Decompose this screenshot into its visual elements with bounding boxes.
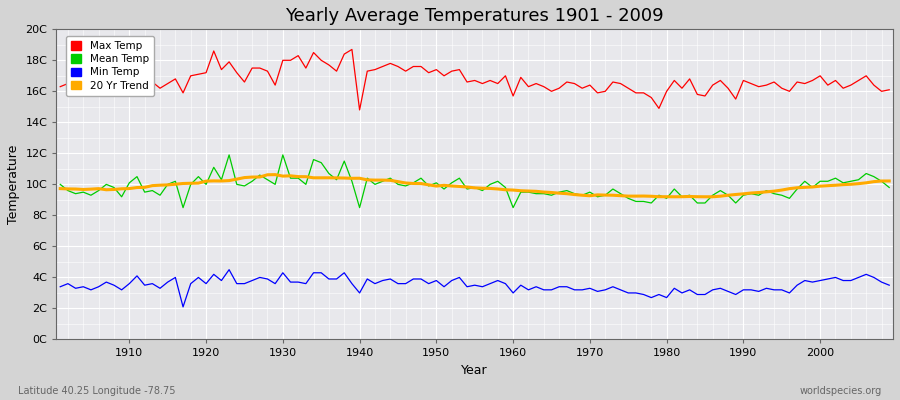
Text: worldspecies.org: worldspecies.org [800,386,882,396]
Y-axis label: Temperature: Temperature [7,145,20,224]
Title: Yearly Average Temperatures 1901 - 2009: Yearly Average Temperatures 1901 - 2009 [285,7,664,25]
X-axis label: Year: Year [462,364,488,377]
Text: Latitude 40.25 Longitude -78.75: Latitude 40.25 Longitude -78.75 [18,386,176,396]
Legend: Max Temp, Mean Temp, Min Temp, 20 Yr Trend: Max Temp, Mean Temp, Min Temp, 20 Yr Tre… [66,36,154,96]
